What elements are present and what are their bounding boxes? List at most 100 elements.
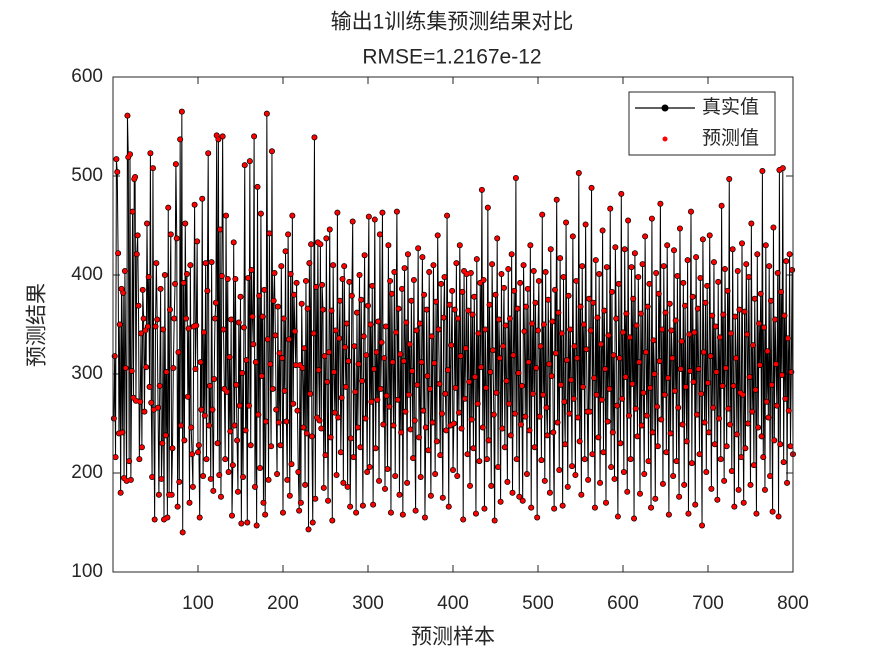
predicted-marker	[727, 422, 733, 427]
predicted-marker	[478, 364, 484, 370]
predicted-marker	[583, 222, 588, 227]
predicted-marker	[703, 300, 708, 306]
predicted-marker	[580, 384, 586, 390]
predicted-marker	[159, 476, 164, 482]
predicted-marker	[731, 383, 736, 389]
predicted-marker	[152, 517, 157, 522]
predicted-marker	[252, 484, 258, 490]
predicted-marker	[419, 359, 424, 365]
legend-marker	[662, 136, 668, 142]
predicted-marker	[112, 353, 117, 359]
predicted-marker	[709, 313, 715, 318]
predicted-marker	[288, 271, 293, 277]
predicted-marker	[286, 337, 292, 342]
predicted-marker	[690, 294, 695, 300]
predicted-marker	[291, 292, 297, 298]
x-axis-label: 预测样本	[411, 626, 495, 649]
x-tick-label: 500	[522, 593, 554, 614]
predicted-marker	[625, 218, 631, 223]
predicted-marker	[263, 419, 269, 424]
predicted-marker	[494, 390, 499, 396]
predicted-marker	[279, 355, 285, 361]
predicted-marker	[623, 374, 628, 380]
predicted-marker	[335, 415, 341, 420]
predicted-marker	[233, 276, 238, 282]
predicted-marker	[641, 390, 646, 396]
predicted-marker	[732, 314, 738, 319]
predicted-marker	[560, 503, 565, 508]
predicted-marker	[772, 317, 778, 322]
predicted-marker	[626, 413, 632, 418]
predicted-marker	[462, 396, 468, 402]
predicted-marker	[555, 420, 560, 425]
predicted-marker	[327, 227, 333, 232]
predicted-marker	[650, 430, 656, 435]
predicted-marker	[322, 353, 327, 359]
predicted-marker	[221, 327, 226, 332]
predicted-marker	[215, 441, 220, 446]
predicted-marker	[722, 266, 728, 272]
predicted-marker	[589, 185, 594, 191]
predicted-marker	[133, 398, 139, 404]
predicted-marker	[115, 250, 121, 256]
predicted-marker	[354, 310, 360, 315]
predicted-marker	[251, 134, 257, 139]
predicted-marker	[411, 277, 417, 283]
predicted-marker	[637, 491, 643, 497]
predicted-marker	[307, 391, 313, 397]
predicted-marker	[760, 168, 765, 174]
predicted-marker	[284, 419, 289, 424]
predicted-marker	[199, 407, 204, 412]
predicted-marker	[501, 285, 507, 291]
predicted-marker	[148, 400, 154, 406]
predicted-marker	[317, 418, 322, 423]
predicted-marker	[337, 298, 343, 304]
predicted-marker	[385, 466, 390, 472]
predicted-marker	[284, 477, 290, 483]
legend-label: 真实值	[702, 96, 759, 118]
predicted-marker	[352, 343, 357, 349]
predicted-marker	[604, 264, 610, 270]
predicted-marker	[630, 381, 635, 387]
predicted-marker	[319, 282, 325, 288]
predicted-marker	[783, 396, 788, 402]
predicted-marker	[341, 263, 347, 269]
predicted-marker	[400, 512, 406, 517]
predicted-marker	[762, 487, 768, 493]
predicted-marker	[466, 379, 472, 385]
predicted-marker	[787, 251, 792, 257]
predicted-marker	[366, 214, 372, 219]
predicted-marker	[113, 454, 118, 460]
predicted-marker	[509, 251, 514, 257]
predicted-marker	[494, 236, 500, 241]
predicted-marker	[375, 319, 381, 324]
predicted-marker	[786, 408, 792, 413]
predicted-marker	[409, 368, 415, 374]
predicted-marker	[122, 268, 128, 274]
predicted-marker	[179, 109, 185, 114]
predicted-marker	[336, 336, 342, 341]
predicted-marker	[452, 307, 458, 312]
predicted-marker	[758, 291, 763, 297]
predicted-marker	[341, 480, 346, 486]
predicted-marker	[642, 234, 648, 239]
predicted-marker	[507, 316, 513, 321]
predicted-marker	[388, 510, 394, 515]
legend-box	[628, 91, 776, 156]
predicted-marker	[399, 286, 405, 292]
predicted-marker	[236, 320, 242, 325]
predicted-marker	[203, 260, 208, 266]
predicted-marker	[681, 280, 686, 286]
predicted-marker	[324, 379, 330, 385]
predicted-marker	[608, 464, 614, 470]
predicted-marker	[369, 399, 374, 405]
predicted-marker	[190, 484, 196, 490]
predicted-marker	[568, 327, 573, 332]
predicted-marker	[721, 312, 726, 317]
predicted-marker	[298, 500, 304, 506]
predicted-marker	[759, 434, 764, 439]
predicted-marker	[202, 413, 208, 418]
predicted-marker	[372, 217, 378, 222]
predicted-marker	[770, 509, 775, 514]
predicted-marker	[247, 158, 253, 164]
